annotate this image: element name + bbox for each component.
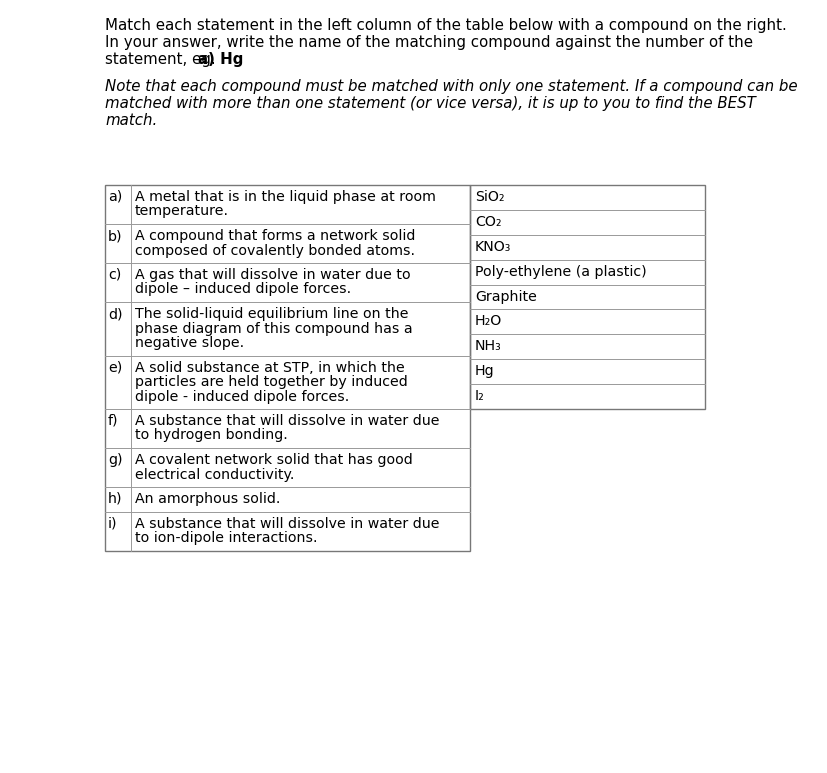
Text: SiO₂: SiO₂ (475, 190, 504, 204)
Text: composed of covalently bonded atoms.: composed of covalently bonded atoms. (135, 243, 414, 257)
Text: KNO₃: KNO₃ (475, 240, 511, 254)
Text: b): b) (108, 229, 122, 243)
Text: CO₂: CO₂ (475, 215, 501, 229)
Text: temperature.: temperature. (135, 205, 229, 219)
Text: to ion-dipole interactions.: to ion-dipole interactions. (135, 531, 317, 545)
Text: dipole - induced dipole forces.: dipole - induced dipole forces. (135, 390, 349, 404)
Text: NH₃: NH₃ (475, 339, 501, 353)
Text: e): e) (108, 360, 122, 374)
Text: Poly-ethylene (a plastic): Poly-ethylene (a plastic) (475, 264, 646, 279)
Bar (105, 185, 704, 550)
Text: h): h) (108, 492, 122, 506)
Text: g): g) (108, 453, 122, 467)
Text: Hg: Hg (475, 364, 494, 378)
Text: I₂: I₂ (475, 389, 484, 403)
Text: In your answer, write the name of the matching compound against the number of th: In your answer, write the name of the ma… (105, 35, 752, 50)
Text: match.: match. (105, 113, 157, 128)
Text: a): a) (108, 190, 122, 204)
Text: c): c) (108, 268, 121, 282)
Text: matched with more than one statement (or vice versa), it is up to you to find th: matched with more than one statement (or… (105, 96, 755, 111)
Text: f): f) (108, 414, 118, 428)
Text: A metal that is in the liquid phase at room: A metal that is in the liquid phase at r… (135, 190, 435, 204)
Text: A gas that will dissolve in water due to: A gas that will dissolve in water due to (135, 268, 410, 282)
Bar (470, 185, 704, 409)
Text: A substance that will dissolve in water due: A substance that will dissolve in water … (135, 516, 439, 530)
Text: A substance that will dissolve in water due: A substance that will dissolve in water … (135, 414, 439, 428)
Text: i): i) (108, 516, 117, 530)
Text: a) Hg: a) Hg (198, 52, 243, 67)
Text: electrical conductivity.: electrical conductivity. (135, 468, 294, 482)
Text: to hydrogen bonding.: to hydrogen bonding. (135, 428, 288, 442)
Text: The solid-liquid equilibrium line on the: The solid-liquid equilibrium line on the (135, 307, 408, 321)
Text: negative slope.: negative slope. (135, 336, 244, 350)
Text: A compound that forms a network solid: A compound that forms a network solid (135, 229, 415, 243)
Text: dipole – induced dipole forces.: dipole – induced dipole forces. (135, 282, 351, 297)
Text: d): d) (108, 307, 122, 321)
Text: H₂O: H₂O (475, 315, 502, 329)
Text: A covalent network solid that has good: A covalent network solid that has good (135, 453, 412, 467)
Text: phase diagram of this compound has a: phase diagram of this compound has a (135, 322, 412, 335)
Text: particles are held together by induced: particles are held together by induced (135, 375, 407, 389)
Bar (105, 185, 470, 550)
Text: Note that each compound must be matched with only one statement. If a compound c: Note that each compound must be matched … (105, 79, 796, 94)
Text: statement, eg.: statement, eg. (105, 52, 220, 67)
Text: An amorphous solid.: An amorphous solid. (135, 492, 280, 506)
Text: A solid substance at STP, in which the: A solid substance at STP, in which the (135, 360, 404, 374)
Text: Graphite: Graphite (475, 290, 536, 304)
Text: Match each statement in the left column of the table below with a compound on th: Match each statement in the left column … (105, 18, 786, 33)
